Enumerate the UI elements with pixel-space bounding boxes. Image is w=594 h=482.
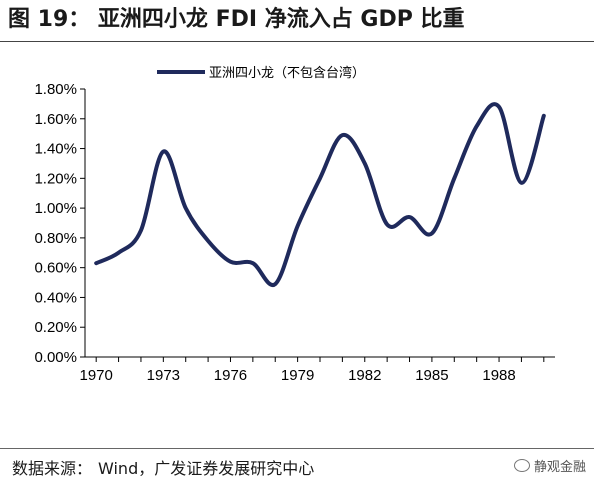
source-note: 数据来源： Wind，广发证券发展研究中心 — [12, 455, 314, 479]
y-tick-label: 1.80% — [34, 81, 77, 98]
watermark-text: 静观金融 — [534, 460, 587, 475]
data-point — [363, 161, 367, 165]
data-point — [497, 105, 501, 109]
legend: 亚洲四小龙（不包含台湾） — [157, 65, 365, 81]
axes — [84, 89, 555, 358]
y-tick-label: 1.20% — [34, 170, 77, 187]
data-point — [139, 228, 143, 232]
series-line-0 — [94, 102, 546, 288]
title-divider — [0, 41, 594, 42]
y-tick-label: 0.00% — [34, 349, 77, 366]
legend-label: 亚洲四小龙（不包含台湾） — [209, 65, 365, 81]
x-axis-ticks: 1970 1973 1976 1979 1982 1985 1988 — [80, 357, 545, 384]
data-point — [273, 282, 277, 286]
source-label: 数据来源： — [12, 459, 93, 478]
data-point — [251, 261, 255, 265]
wechat-icon — [514, 459, 530, 472]
x-tick-label: 1988 — [482, 367, 515, 384]
data-point — [475, 124, 479, 128]
data-point — [228, 260, 232, 264]
y-tick-label: 0.60% — [34, 260, 77, 277]
y-tick-label: 1.60% — [34, 111, 77, 128]
data-point — [94, 261, 98, 265]
y-tick-label: 1.00% — [34, 200, 77, 217]
figure-title: 图 19： 亚洲四小龙 FDI 净流入占 GDP 比重 — [8, 7, 465, 32]
source-divider — [0, 448, 594, 449]
x-tick-label: 1979 — [281, 367, 314, 384]
data-point — [318, 176, 322, 180]
source-text: Wind，广发证券发展研究中心 — [98, 459, 315, 478]
x-tick-label: 1970 — [80, 367, 113, 384]
data-point — [340, 133, 344, 137]
y-tick-label: 0.40% — [34, 289, 77, 306]
data-point — [430, 231, 434, 235]
line-chart: 亚洲四小龙（不包含台湾） 0.00% 0.20% 0.40% 0.60% 0.80% 1.… — [34, 65, 555, 384]
data-point — [184, 206, 188, 210]
data-point — [385, 222, 389, 226]
data-point — [296, 224, 300, 228]
series-layer — [94, 102, 546, 288]
data-point — [519, 181, 523, 185]
data-point — [408, 215, 412, 219]
data-point — [542, 114, 546, 118]
x-tick-label: 1973 — [147, 367, 180, 384]
data-point — [452, 176, 456, 180]
y-axis-ticks: 0.00% 0.20% 0.40% 0.60% 0.80% 1.00% 1.20% 1.40%… — [34, 81, 85, 366]
y-tick-label: 1.40% — [34, 141, 77, 158]
x-tick-label: 1976 — [214, 367, 247, 384]
y-tick-label: 0.20% — [34, 319, 77, 336]
x-tick-label: 1985 — [415, 367, 448, 384]
data-point — [206, 239, 210, 243]
watermark: 静观金融 — [514, 456, 586, 475]
y-tick-label: 0.80% — [34, 230, 77, 247]
x-tick-label: 1982 — [348, 367, 381, 384]
data-point — [161, 150, 165, 154]
data-point — [117, 251, 121, 255]
